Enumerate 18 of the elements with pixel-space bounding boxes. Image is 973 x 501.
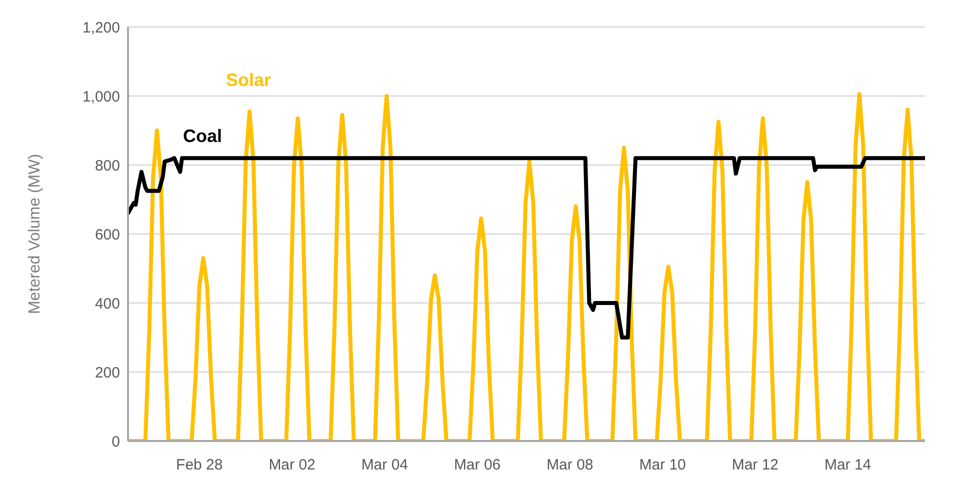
y-tick-label: 400 <box>94 295 120 312</box>
series-label: Solar <box>226 70 272 91</box>
x-tick-label: Mar 14 <box>824 456 872 474</box>
x-tick-label: Mar 04 <box>361 456 408 474</box>
x-tick-label: Feb 28 <box>176 456 223 474</box>
series-label: Coal <box>183 126 222 147</box>
x-tick-label: Mar 12 <box>732 456 779 474</box>
x-tick-label: Mar 10 <box>639 456 686 474</box>
y-tick-label: 200 <box>94 364 120 382</box>
y-tick-label: 1,200 <box>82 19 120 36</box>
y-tick-label: 600 <box>94 226 120 244</box>
x-tick-label: Mar 06 <box>454 456 501 474</box>
y-tick-label: 800 <box>94 157 120 174</box>
x-tick-label: Mar 02 <box>268 456 316 474</box>
y-axis-title: Metered Volume (MW) <box>26 154 44 314</box>
y-tick-label: 1,000 <box>82 88 120 106</box>
y-tick-label: 0 <box>112 433 120 450</box>
x-tick-label: Mar 08 <box>546 456 594 474</box>
